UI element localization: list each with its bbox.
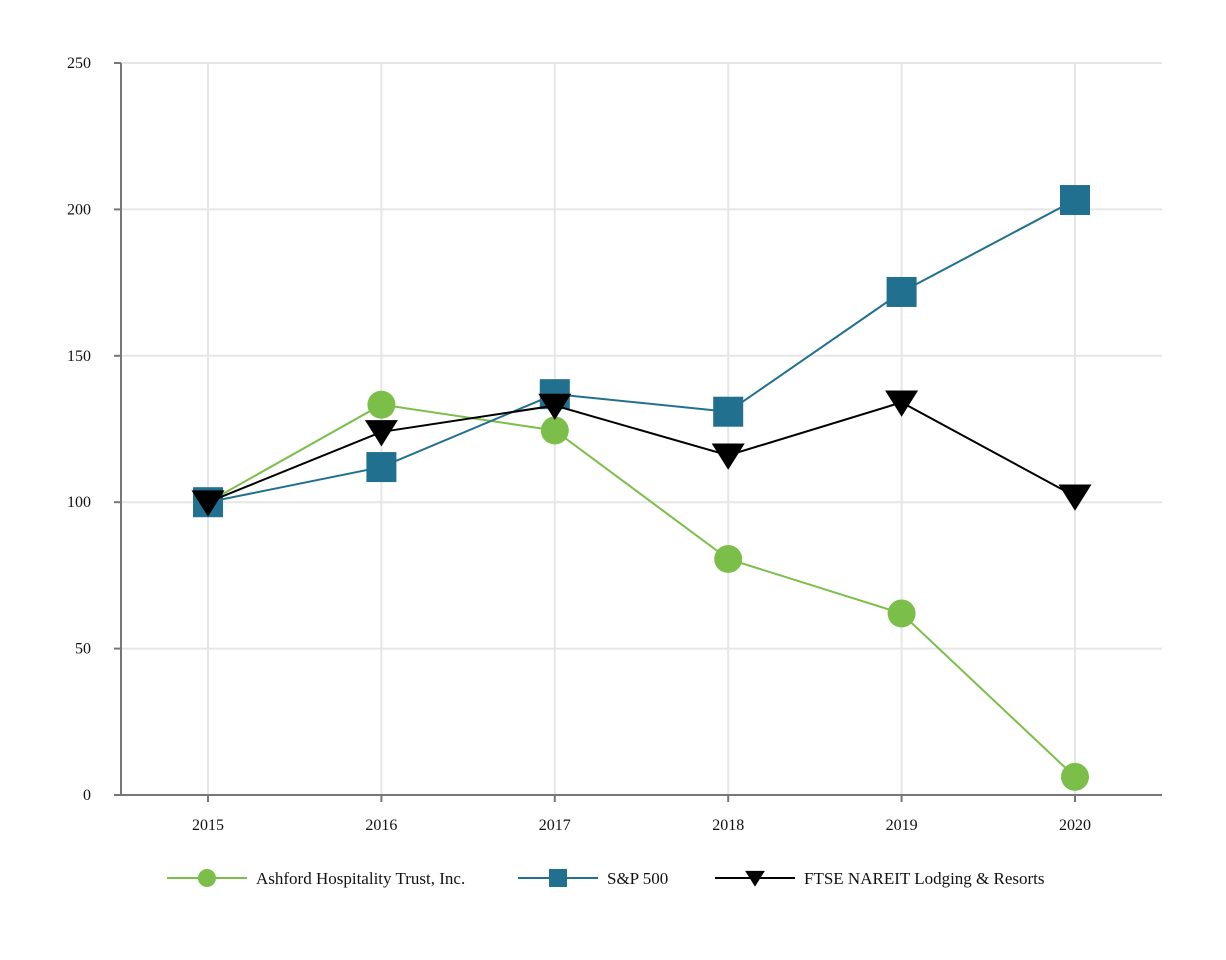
y-axis-ticks: 0 50 100 150 200 250	[67, 55, 121, 804]
legend-item: Ashford Hospitality Trust, Inc.	[167, 869, 465, 888]
legend-item: S&P 500	[518, 869, 668, 888]
legend-label: S&P 500	[607, 869, 668, 888]
x-tick-label: 2018	[712, 817, 744, 834]
legend-label: Ashford Hospitality Trust, Inc.	[256, 869, 465, 888]
series-group	[191, 185, 1092, 791]
x-tick-label: 2019	[886, 817, 918, 834]
x-tick-label: 2017	[539, 817, 571, 834]
data-point-square	[1060, 185, 1090, 216]
data-point-circle	[1061, 762, 1089, 791]
data-point-square	[886, 276, 917, 307]
legend-marker-square	[549, 869, 567, 887]
data-point-triangle-down	[1058, 484, 1092, 511]
data-point-square	[713, 396, 744, 427]
data-point-triangle-down	[711, 443, 745, 470]
data-point-triangle-down	[364, 420, 398, 447]
data-point-triangle-down	[885, 390, 919, 417]
data-point-circle	[887, 599, 916, 628]
data-point-square	[366, 452, 397, 483]
x-tick-label: 2020	[1059, 817, 1091, 834]
data-point-circle	[714, 545, 743, 574]
grid	[121, 62, 1162, 795]
y-tick-label: 50	[75, 641, 91, 658]
series-line	[207, 403, 1076, 778]
x-tick-label: 2015	[192, 817, 224, 834]
data-point-triangle-down	[538, 393, 572, 421]
legend-label: FTSE NAREIT Lodging & Resorts	[804, 869, 1045, 888]
legend: Ashford Hospitality Trust, Inc. S&P 500 FT…	[167, 869, 1045, 888]
series-2	[191, 390, 1092, 517]
axes	[120, 63, 1162, 796]
series-1	[193, 185, 1090, 518]
data-point-triangle-down	[191, 490, 225, 517]
data-point-circle	[540, 416, 569, 445]
series-line	[207, 199, 1076, 504]
legend-marker-triangle-down	[745, 870, 765, 887]
y-tick-label: 200	[67, 201, 91, 218]
data-point-circle	[367, 390, 396, 419]
y-tick-label: 100	[67, 494, 91, 511]
y-tick-label: 150	[67, 348, 91, 365]
series-line	[207, 401, 1076, 504]
y-tick-label: 0	[83, 787, 91, 804]
legend-marker-circle	[198, 869, 216, 887]
legend-item: FTSE NAREIT Lodging & Resorts	[715, 869, 1045, 888]
x-axis-ticks: 2015 2016 2017 2018 2019 2020	[192, 795, 1091, 834]
x-tick-label: 2016	[365, 817, 397, 834]
series-0	[194, 390, 1089, 791]
y-tick-label: 250	[67, 55, 91, 72]
